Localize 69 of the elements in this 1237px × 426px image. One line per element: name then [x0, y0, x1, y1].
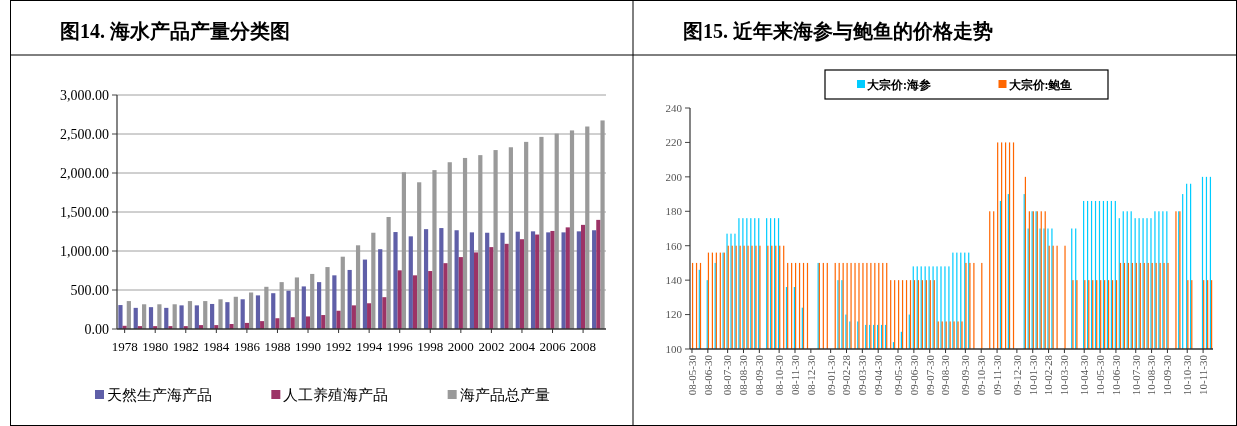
x-tick-label: 1994 [356, 339, 383, 354]
x-tick-label: 1990 [295, 339, 322, 354]
x-tick-label: 2002 [478, 339, 505, 354]
x-tick-label: 08-11-30 [788, 354, 801, 395]
y-tick-label: 1,500.00 [60, 204, 109, 220]
x-tick-label: 09-05-30 [891, 354, 904, 396]
x-tick-label: 10-10-30 [1181, 354, 1194, 396]
x-tick-label: 2000 [447, 339, 474, 354]
x-tick-label: 09-06-30 [907, 354, 920, 396]
x-tick-label: 1978 [111, 339, 138, 354]
y-tick-label: 3,000.00 [60, 87, 109, 103]
y-tick-label: 0.00 [84, 321, 109, 337]
x-tick-label: 09-08-30 [939, 354, 952, 396]
x-tick-label: 08-07-30 [721, 354, 734, 396]
x-tick-label: 10-11-30 [1196, 354, 1209, 395]
x-tick-label: 2008 [570, 339, 597, 354]
x-tick-label: 2006 [539, 339, 567, 354]
legend-label: 海产品总产量 [459, 387, 550, 403]
x-tick-label: 1998 [417, 339, 444, 354]
y-tick-label: 1,000.00 [60, 243, 109, 259]
x-tick-label: 10-08-30 [1145, 354, 1158, 396]
x-tick-label: 1982 [172, 339, 199, 354]
x-tick-label: 1988 [264, 339, 291, 354]
y-tick-label: 2,500.00 [60, 126, 109, 142]
x-tick-label: 09-03-30 [856, 354, 869, 396]
x-tick-label: 09-11-30 [990, 354, 1003, 395]
legend-label: 人工养殖海产品 [283, 387, 389, 403]
x-tick-label: 08-06-30 [701, 354, 714, 396]
x-tick-label: 10-07-30 [1129, 354, 1142, 396]
x-tick-label: 08-12-30 [804, 354, 817, 396]
x-tick-label: 10-02-28 [1042, 354, 1055, 396]
x-tick-label: 2004 [508, 339, 536, 354]
x-tick-label: 1986 [233, 339, 261, 354]
y-tick-label: 500.00 [70, 282, 109, 298]
x-tick-label: 09-01-30 [824, 354, 837, 396]
x-tick-label: 09-09-30 [959, 354, 972, 396]
x-tick-label: 10-01-30 [1026, 354, 1039, 396]
chart-title: 图14. 海水产品产量分类图 [60, 20, 290, 42]
x-tick-label: 1992 [325, 339, 352, 354]
x-tick-label: 10-05-30 [1093, 354, 1106, 396]
y-tick-label: 140 [665, 273, 683, 286]
x-tick-label: 09-04-30 [872, 354, 885, 396]
legend-label: 大宗价:鲍鱼 [1008, 78, 1073, 92]
x-tick-label: 10-04-30 [1078, 354, 1091, 396]
x-tick-label: 10-06-30 [1109, 354, 1122, 396]
y-tick-label: 120 [665, 308, 683, 321]
x-tick-label: 09-02-28 [840, 354, 853, 396]
x-tick-label: 1996 [386, 339, 414, 354]
y-tick-label: 220 [665, 136, 683, 149]
legend-label: 天然生产海产品 [107, 387, 212, 403]
y-tick-label: 160 [665, 239, 683, 252]
x-tick-label: 1980 [142, 339, 169, 354]
x-tick-label: 08-09-30 [753, 354, 766, 396]
y-tick-label: 180 [665, 205, 683, 218]
x-tick-label: 08-05-30 [685, 354, 698, 396]
x-tick-label: 08-10-30 [773, 354, 785, 396]
y-tick-label: 100 [665, 342, 683, 355]
x-tick-label: 10-03-30 [1058, 354, 1071, 396]
chart-title: 图15. 近年来海参与鲍鱼的价格走势 [683, 20, 993, 42]
x-tick-label: 08-08-30 [737, 354, 750, 396]
x-tick-label: 1984 [203, 339, 230, 354]
y-tick-label: 2,000.00 [60, 165, 109, 181]
y-tick-label: 240 [665, 101, 683, 114]
x-tick-label: 10-09-30 [1161, 354, 1174, 396]
x-tick-label: 09-12-30 [1010, 354, 1023, 396]
legend-label: 大宗价:海参 [867, 78, 931, 92]
y-tick-label: 200 [665, 170, 683, 183]
x-tick-label: 09-10-30 [975, 354, 988, 396]
x-tick-label: 09-07-30 [923, 354, 936, 396]
